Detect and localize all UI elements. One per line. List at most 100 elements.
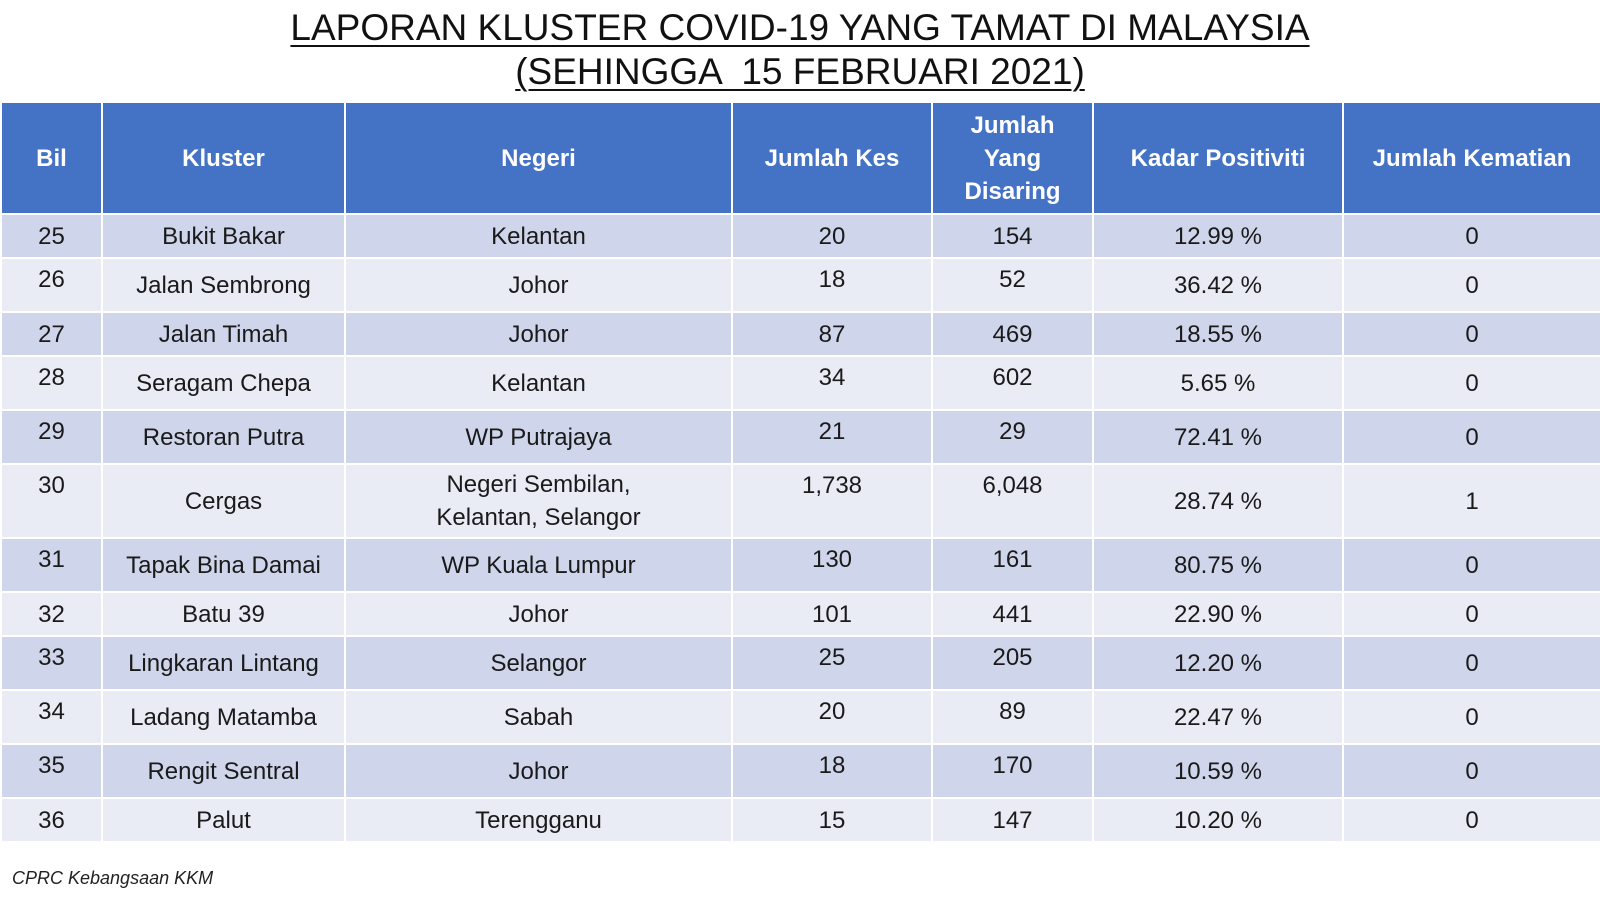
table-row: 33 Lingkaran Lintang Selangor 25 205 12.20 % 0 [0,635,1600,691]
table-row: 28 Seragam Chepa Kelantan 34 602 5.65 % 0 [0,355,1600,411]
cell-kluster: Jalan Timah [101,311,346,357]
header-kadar-positiviti: Kadar Positiviti [1092,101,1344,215]
header-bil: Bil [0,101,103,215]
cell-bil: 36 [0,797,103,843]
table-row: 32 Batu 39 Johor 101 441 22.90 % 0 [0,591,1600,637]
cell-jumlah-kes: 101 [731,591,933,637]
cell-negeri: Johor [344,743,733,799]
header-jumlah-kes: Jumlah Kes [731,101,933,215]
report-title: LAPORAN KLUSTER COVID-19 YANG TAMAT DI M… [0,6,1600,94]
cell-kadar-positiviti: 80.75 % [1092,537,1344,593]
cell-jumlah-kes: 15 [731,797,933,843]
table-body: 25 Bukit Bakar Kelantan 20 154 12.99 % 0 26 Jala… [0,213,1600,843]
cell-bil: 32 [0,591,103,637]
cell-kluster: Lingkaran Lintang [101,635,346,691]
header-jumlah-kematian: Jumlah Kematian [1342,101,1600,215]
cell-jumlah-disaring: 89 [931,689,1094,745]
cell-jumlah-kematian: 0 [1342,355,1600,411]
cell-kadar-positiviti: 12.99 % [1092,213,1344,259]
cell-bil: 28 [0,355,103,411]
cell-kluster: Jalan Sembrong [101,257,346,313]
cell-bil: 35 [0,743,103,799]
cell-jumlah-kes: 18 [731,257,933,313]
cell-bil: 30 [0,463,103,539]
cell-kadar-positiviti: 22.47 % [1092,689,1344,745]
cell-kluster: Seragam Chepa [101,355,346,411]
cell-kadar-positiviti: 10.59 % [1092,743,1344,799]
cell-kluster: Restoran Putra [101,409,346,465]
cluster-table: Bil Kluster Negeri Jumlah Kes Jumlah Yan… [0,101,1600,843]
cell-negeri: Johor [344,311,733,357]
table-row: 25 Bukit Bakar Kelantan 20 154 12.99 % 0 [0,213,1600,259]
cell-kluster: Ladang Matamba [101,689,346,745]
title-line-date: (SEHINGGA 15 FEBRUARI 2021) [515,51,1085,92]
cell-jumlah-kematian: 0 [1342,213,1600,259]
header-kluster: Kluster [101,101,346,215]
cell-bil: 27 [0,311,103,357]
cell-jumlah-disaring: 161 [931,537,1094,593]
cell-bil: 26 [0,257,103,313]
cell-jumlah-kematian: 0 [1342,689,1600,745]
cell-jumlah-kematian: 0 [1342,635,1600,691]
cell-jumlah-kes: 21 [731,409,933,465]
cell-kadar-positiviti: 72.41 % [1092,409,1344,465]
cell-bil: 34 [0,689,103,745]
cell-jumlah-kes: 34 [731,355,933,411]
cell-kluster: Palut [101,797,346,843]
cell-jumlah-kematian: 1 [1342,463,1600,539]
cell-jumlah-disaring: 441 [931,591,1094,637]
cell-bil: 33 [0,635,103,691]
table-row: 27 Jalan Timah Johor 87 469 18.55 % 0 [0,311,1600,357]
table-row: 26 Jalan Sembrong Johor 18 52 36.42 % 0 [0,257,1600,313]
table-row: 29 Restoran Putra WP Putrajaya 21 29 72.41 % 0 [0,409,1600,465]
cell-kluster: Batu 39 [101,591,346,637]
cell-jumlah-disaring: 205 [931,635,1094,691]
cell-jumlah-kes: 20 [731,689,933,745]
title-line-main: LAPORAN KLUSTER COVID-19 YANG TAMAT DI M… [290,7,1310,48]
cell-kluster: Tapak Bina Damai [101,537,346,593]
cell-negeri: Sabah [344,689,733,745]
cell-jumlah-disaring: 170 [931,743,1094,799]
cell-kadar-positiviti: 36.42 % [1092,257,1344,313]
cell-jumlah-disaring: 29 [931,409,1094,465]
table-header-row: Bil Kluster Negeri Jumlah Kes Jumlah Yan… [0,101,1600,215]
cell-negeri: Terengganu [344,797,733,843]
cell-negeri: WP Kuala Lumpur [344,537,733,593]
cell-kadar-positiviti: 18.55 % [1092,311,1344,357]
cell-kadar-positiviti: 28.74 % [1092,463,1344,539]
cell-jumlah-kematian: 0 [1342,591,1600,637]
cell-bil: 31 [0,537,103,593]
cell-jumlah-kematian: 0 [1342,797,1600,843]
cell-jumlah-kes: 25 [731,635,933,691]
cell-jumlah-kematian: 0 [1342,409,1600,465]
cell-jumlah-disaring: 6,048 [931,463,1094,539]
cell-jumlah-kematian: 0 [1342,537,1600,593]
table-row: 31 Tapak Bina Damai WP Kuala Lumpur 130 161 8… [0,537,1600,593]
cell-kluster: Bukit Bakar [101,213,346,259]
cell-kadar-positiviti: 22.90 % [1092,591,1344,637]
cell-jumlah-kematian: 0 [1342,743,1600,799]
cell-jumlah-kes: 18 [731,743,933,799]
cell-negeri: Kelantan [344,213,733,259]
cell-negeri: Johor [344,591,733,637]
cell-jumlah-disaring: 602 [931,355,1094,411]
cell-jumlah-kematian: 0 [1342,311,1600,357]
cell-jumlah-kematian: 0 [1342,257,1600,313]
table-row: 36 Palut Terengganu 15 147 10.20 % 0 [0,797,1600,843]
cell-negeri: WP Putrajaya [344,409,733,465]
cell-jumlah-disaring: 154 [931,213,1094,259]
cell-negeri: Negeri Sembilan, Kelantan, Selangor [344,463,733,539]
cell-jumlah-disaring: 52 [931,257,1094,313]
table-row: 34 Ladang Matamba Sabah 20 89 22.47 % 0 [0,689,1600,745]
cell-jumlah-disaring: 147 [931,797,1094,843]
header-negeri: Negeri [344,101,733,215]
cell-jumlah-kes: 130 [731,537,933,593]
cell-kadar-positiviti: 12.20 % [1092,635,1344,691]
header-jumlah-disaring: Jumlah Yang Disaring [931,101,1094,215]
cell-jumlah-disaring: 469 [931,311,1094,357]
cell-negeri: Selangor [344,635,733,691]
source-note: CPRC Kebangsaan KKM [12,868,214,888]
table-row: 35 Rengit Sentral Johor 18 170 10.59 % 0 [0,743,1600,799]
cell-kadar-positiviti: 5.65 % [1092,355,1344,411]
cell-kadar-positiviti: 10.20 % [1092,797,1344,843]
